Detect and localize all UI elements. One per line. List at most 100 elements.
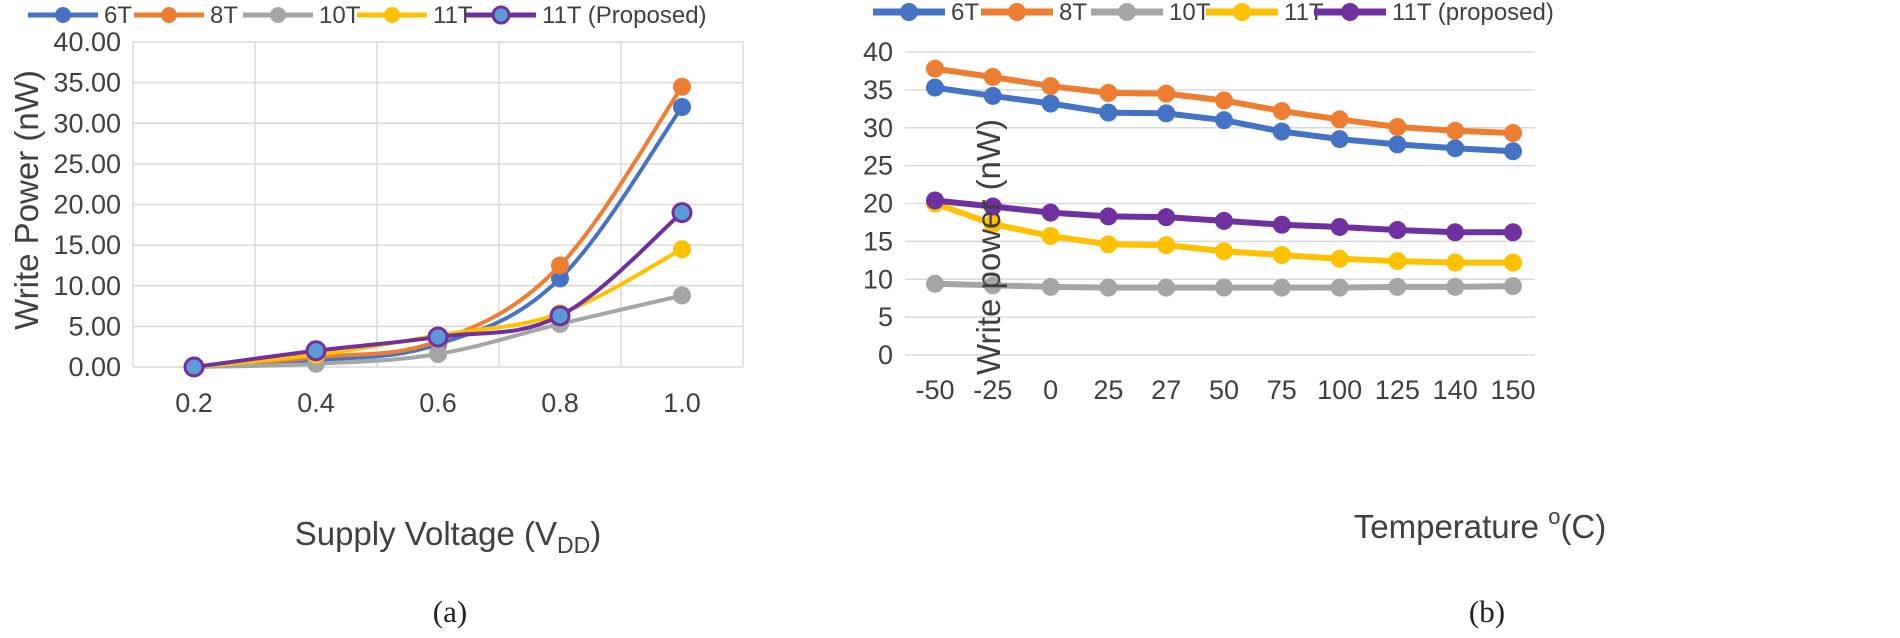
- legend-b: 6T 8T 10T 11T 11T (proposed): [873, 0, 1554, 26]
- panel-label-b: (b): [1469, 594, 1505, 629]
- data-point: [1215, 242, 1233, 261]
- data-point: [551, 256, 569, 275]
- data-point: [1330, 130, 1349, 149]
- y-tick-label: 5.00: [68, 311, 121, 341]
- y-ticks-a: 0.00 5.00 10.00 15.00 20.00 25.00 30.00 35.00 40…: [53, 27, 121, 382]
- x-axis-title-a-main: Supply Voltage (V: [295, 515, 557, 552]
- y-tick-label: 0.00: [68, 352, 121, 382]
- x-tick-label: 50: [1209, 375, 1239, 405]
- data-point: [1446, 121, 1465, 140]
- panel-a: 6T 8T 10T 11T 11T (Proposed) 0.005.0010.0015…: [8, 2, 744, 629]
- x-axis-title-a: Supply Voltage (VDD): [295, 515, 602, 558]
- legend-label: 10T: [319, 2, 361, 29]
- data-point: [983, 86, 1002, 105]
- data-point: [1041, 94, 1060, 113]
- x-axis-title-a-sub: DD: [557, 532, 590, 558]
- x-tick-label: 27: [1151, 375, 1181, 405]
- legend-marker: [384, 7, 400, 23]
- data-point: [1504, 223, 1522, 242]
- y-tick-label: 0: [878, 340, 893, 370]
- legend-marker: [1233, 3, 1251, 21]
- data-point: [1504, 142, 1522, 161]
- data-point: [1157, 278, 1176, 297]
- x-tick-label: 0.2: [175, 388, 213, 418]
- data-point: [926, 59, 944, 78]
- data-point: [1215, 278, 1233, 297]
- data-point: [1272, 102, 1291, 121]
- data-point: [1272, 215, 1291, 234]
- data-point: [1157, 84, 1176, 103]
- legend-label: 6T: [104, 2, 132, 29]
- y-tick-label: 40: [863, 37, 893, 67]
- data-point: [1157, 236, 1176, 255]
- x-tick-label: 0.8: [541, 388, 579, 418]
- x-tick-label: -50: [915, 375, 954, 405]
- x-axis-title-b-main: Temperature: [1354, 508, 1548, 545]
- legend-marker: [270, 7, 286, 23]
- data-point: [551, 269, 569, 288]
- data-point: [983, 67, 1002, 86]
- x-tick-label: 100: [1317, 375, 1362, 405]
- y-ticks-b: 0 5 10 15 20 25 30 35 40: [863, 37, 893, 370]
- data-point: [1099, 235, 1118, 254]
- data-point: [1099, 83, 1118, 102]
- series-line-8t: [193, 85, 684, 369]
- data-point: [1272, 122, 1291, 141]
- data-point: [1330, 217, 1349, 236]
- data-point: [429, 345, 447, 363]
- data-point: [1388, 277, 1407, 296]
- series-b: [926, 59, 1522, 297]
- data-point: [1215, 111, 1233, 130]
- data-point: [1446, 223, 1465, 242]
- data-point: [1388, 117, 1407, 136]
- data-point: [983, 214, 1002, 233]
- x-tick-label: -25: [973, 375, 1012, 405]
- data-point: [549, 305, 571, 327]
- data-point: [1272, 246, 1291, 265]
- data-point: [1099, 103, 1118, 122]
- data-point: [1157, 208, 1176, 227]
- data-point: [1504, 253, 1522, 272]
- y-tick-label: 10: [863, 264, 893, 294]
- legend-marker: [1118, 3, 1136, 21]
- data-point: [1330, 278, 1349, 297]
- x-axis-title-b-sup: o: [1548, 504, 1560, 529]
- data-point: [926, 191, 944, 210]
- data-point: [1388, 221, 1407, 240]
- x-ticks-b: -50 -25 0 25 27 50 75 100 125 140 150: [915, 375, 1535, 405]
- data-point: [183, 356, 205, 378]
- y-tick-label: 20.00: [53, 190, 121, 220]
- data-point: [1330, 110, 1349, 129]
- data-point: [1446, 139, 1465, 158]
- series-a: [183, 77, 693, 378]
- legend-label: 8T: [1059, 0, 1087, 26]
- data-point: [1330, 249, 1349, 268]
- legend-label: 10T: [1169, 0, 1211, 26]
- x-tick-label: 0.6: [419, 388, 457, 418]
- y-tick-label: 10.00: [53, 271, 121, 301]
- data-point: [1215, 91, 1233, 110]
- data-point: [1446, 253, 1465, 272]
- x-tick-label: 75: [1267, 375, 1297, 405]
- legend-marker: [491, 5, 511, 25]
- legend-label: 11T (Proposed): [542, 2, 707, 29]
- grid-a: [132, 41, 744, 368]
- legend-label: 11T (proposed): [1392, 0, 1554, 26]
- data-point: [1446, 277, 1465, 296]
- y-tick-label: 15.00: [53, 230, 121, 260]
- y-tick-label: 30.00: [53, 108, 121, 138]
- data-point: [1215, 211, 1233, 230]
- data-point: [1504, 124, 1522, 143]
- data-point: [1272, 278, 1291, 297]
- y-tick-label: 35.00: [53, 68, 121, 98]
- x-axis-title-a-end: ): [590, 515, 601, 552]
- data-point: [926, 78, 944, 97]
- data-point: [1099, 278, 1118, 297]
- data-point: [671, 202, 693, 224]
- legend-marker: [1008, 3, 1026, 21]
- x-ticks-a: 0.2 0.4 0.6 0.8 1.0: [175, 388, 701, 418]
- data-point: [983, 197, 1002, 216]
- data-point: [673, 286, 691, 305]
- data-point: [1504, 277, 1522, 296]
